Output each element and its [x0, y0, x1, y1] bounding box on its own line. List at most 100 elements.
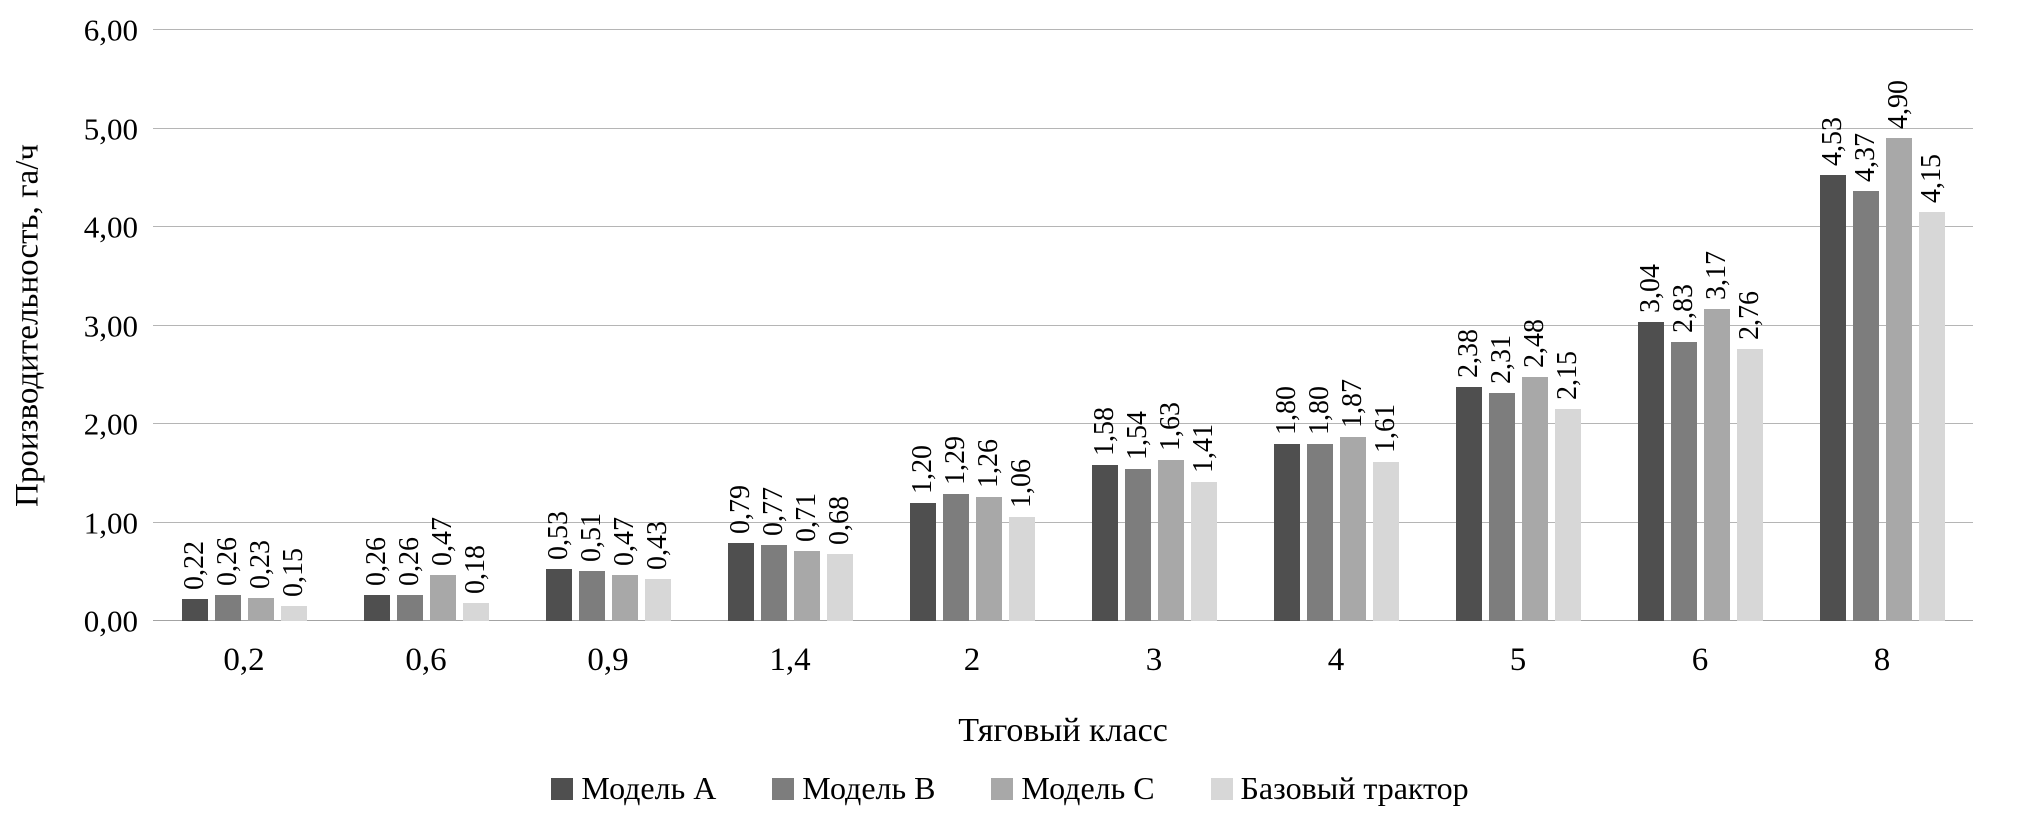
bar-wrap: 4,90 [1882, 30, 1914, 621]
bar-wrap: 0,47 [608, 30, 640, 621]
bar-value-label: 0,47 [426, 516, 458, 566]
y-tick-label: 0,00 [83, 603, 138, 639]
bar-wrap: 4,53 [1817, 30, 1848, 621]
bar-wrap: 0,43 [642, 30, 673, 621]
bar-wrap: 0,51 [576, 30, 607, 621]
bar-wrap: 0,53 [542, 30, 574, 621]
bar-value-label: 0,71 [790, 493, 822, 543]
x-axis-tick-labels: 0,2 0,6 0,9 1,4 2 3 4 5 6 8 [153, 641, 1973, 681]
bar-wrap: 2,31 [1485, 30, 1517, 621]
bar-wrap: 2,15 [1552, 30, 1583, 621]
bar [1157, 460, 1184, 621]
gridline [153, 423, 1973, 424]
bar-value-label: 3,04 [1634, 263, 1666, 313]
bar-value-label: 0,79 [724, 485, 756, 535]
bar-value-label: 0,47 [608, 516, 640, 566]
bar-wrap: 2,38 [1452, 30, 1484, 621]
bar [1372, 462, 1399, 621]
bar-wrap: 0,18 [459, 30, 491, 621]
bar-value-label: 4,37 [1849, 132, 1881, 182]
bar-wrap: 1,58 [1088, 30, 1120, 621]
bar [1273, 443, 1300, 621]
bar-group: 0,26 0,26 0,47 0,18 [335, 30, 517, 621]
bar [909, 502, 936, 621]
bar [826, 554, 853, 621]
bar-value-label: 1,41 [1187, 424, 1219, 474]
bar-value-label: 1,58 [1088, 407, 1120, 457]
bar [429, 574, 456, 621]
bar-value-label: 0,23 [244, 540, 276, 590]
bar [1455, 386, 1482, 621]
bar-value-label: 2,48 [1518, 318, 1550, 368]
x-tick-label: 4 [1327, 642, 1345, 678]
bar-wrap: 0,26 [393, 30, 425, 621]
legend-label: Модель C [1021, 770, 1155, 806]
legend-item: Базовый трактор [1210, 770, 1469, 807]
bar [545, 568, 572, 621]
bar [1670, 342, 1697, 621]
bar [1852, 190, 1879, 621]
bar-value-label: 2,31 [1485, 335, 1517, 385]
bar [1091, 465, 1118, 621]
bar [1918, 212, 1945, 621]
bar [1306, 443, 1333, 621]
legend-marker-icon [551, 777, 574, 800]
bar-group: 4,53 4,37 4,90 4,15 [1791, 30, 1973, 621]
bar-wrap: 2,48 [1518, 30, 1550, 621]
bar-wrap: 0,68 [824, 30, 855, 621]
bar-value-label: 2,83 [1667, 284, 1699, 334]
x-tick-label: 0,6 [405, 642, 447, 678]
bar-value-label: 0,53 [542, 510, 574, 560]
bar-value-label: 0,26 [393, 537, 425, 587]
bar-value-label: 1,54 [1121, 411, 1153, 461]
bar-wrap: 2,83 [1667, 30, 1699, 621]
y-axis-tick-labels: 0,00 1,00 2,00 3,00 4,00 5,00 6,00 [0, 15, 138, 637]
bar-group: 1,20 1,29 1,26 1,06 [881, 30, 1063, 621]
bar [181, 599, 208, 621]
bar-value-label: 1,87 [1336, 378, 1368, 428]
bar-wrap: 0,26 [212, 30, 243, 621]
bar-value-label: 4,90 [1882, 80, 1914, 130]
legend-marker-icon [1210, 777, 1233, 800]
bar-value-label: 0,18 [459, 545, 491, 595]
bar [1008, 516, 1035, 621]
bar-wrap: 1,87 [1336, 30, 1368, 621]
bar-value-label: 1,06 [1005, 458, 1037, 508]
legend-label: Базовый трактор [1240, 770, 1469, 806]
y-tick-label: 4,00 [83, 209, 138, 245]
bar-wrap: 2,76 [1734, 30, 1765, 621]
bar-wrap: 0,23 [244, 30, 276, 621]
bar [214, 595, 241, 621]
bar-value-label: 4,15 [1915, 154, 1947, 204]
bar-group: 3,04 2,83 3,17 2,76 [1609, 30, 1791, 621]
bar-wrap: 1,61 [1370, 30, 1401, 621]
bar [1124, 469, 1151, 621]
bar-value-label: 2,38 [1452, 328, 1484, 378]
bar [942, 493, 969, 621]
bar [1554, 409, 1581, 621]
bar-group: 0,53 0,51 0,47 0,43 [517, 30, 699, 621]
x-tick-label: 2 [963, 642, 981, 678]
bar-group: 2,38 2,31 2,48 2,15 [1427, 30, 1609, 621]
bar [1521, 376, 1548, 621]
bar [462, 603, 489, 621]
bar-wrap: 0,71 [790, 30, 822, 621]
bar [578, 570, 605, 621]
bar-wrap: 1,80 [1271, 30, 1302, 621]
bar [1488, 393, 1515, 621]
gridline [153, 127, 1973, 129]
bar-wrap: 4,37 [1849, 30, 1881, 621]
bar [396, 595, 423, 621]
bar-wrap: 3,04 [1634, 30, 1666, 621]
bar-value-label: 1,20 [906, 444, 938, 494]
y-tick-label: 6,00 [83, 12, 138, 48]
bar-value-label: 0,26 [360, 537, 392, 587]
gridline [153, 29, 1973, 30]
bar-wrap: 3,17 [1700, 30, 1732, 621]
bar [760, 545, 787, 621]
bar-wrap: 0,15 [278, 30, 309, 621]
bar-wrap: 1,54 [1121, 30, 1153, 621]
bar-value-label: 3,17 [1700, 250, 1732, 300]
legend-marker-icon [772, 777, 795, 800]
